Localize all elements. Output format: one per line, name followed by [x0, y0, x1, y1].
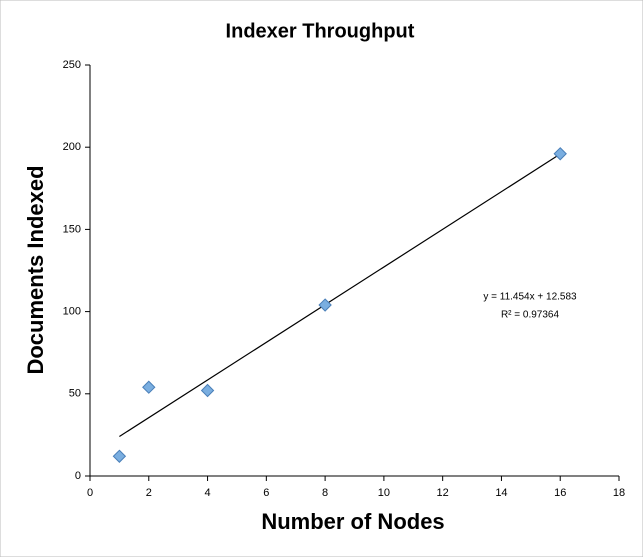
data-point	[318, 298, 332, 312]
x-axis-title: Number of Nodes	[261, 509, 444, 534]
x-tick-label: 12	[437, 487, 449, 499]
y-tick-label: 200	[63, 141, 81, 153]
y-tick-label: 250	[63, 59, 81, 71]
x-tick-label: 6	[263, 487, 269, 499]
trend-r-squared: R² = 0.97364	[501, 310, 560, 321]
chart-title: Indexer Throughput	[226, 20, 415, 42]
y-tick-label: 0	[75, 470, 81, 482]
x-tick-label: 0	[87, 487, 93, 499]
data-point	[553, 147, 567, 161]
trendline	[119, 153, 561, 437]
x-tick-label: 16	[554, 487, 566, 499]
x-tick-label: 8	[322, 487, 328, 499]
data-point	[112, 449, 127, 463]
y-tick-label: 50	[69, 388, 81, 400]
x-tick-label: 4	[204, 487, 210, 499]
y-tick-label: 100	[63, 306, 81, 318]
x-tick-label: 18	[613, 487, 625, 499]
y-axis-title: Documents Indexed	[23, 165, 48, 374]
x-tick-label: 2	[146, 487, 152, 499]
x-tick-label: 10	[378, 487, 390, 499]
x-tick-label: 14	[495, 487, 507, 499]
trend-equation: y = 11.454x + 12.583	[483, 292, 577, 303]
data-point	[142, 380, 156, 394]
data-point	[200, 383, 215, 398]
y-tick-label: 150	[63, 223, 81, 235]
